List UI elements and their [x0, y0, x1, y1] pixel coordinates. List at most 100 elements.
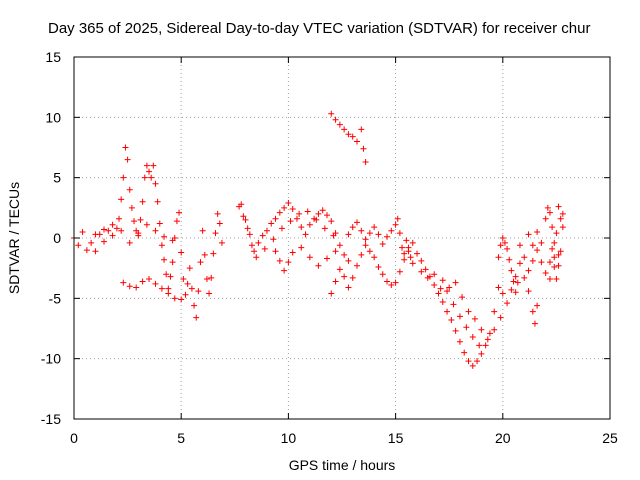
data-point — [128, 204, 135, 211]
data-point — [456, 313, 463, 320]
data-point — [529, 242, 536, 249]
data-point — [375, 231, 382, 238]
data-point — [178, 296, 185, 303]
data-point — [506, 256, 513, 263]
data-point — [298, 224, 305, 231]
data-point — [126, 283, 133, 290]
data-point — [444, 308, 451, 315]
data-point — [409, 239, 416, 246]
data-point — [195, 288, 202, 295]
data-point — [296, 210, 303, 217]
data-point — [422, 266, 429, 273]
data-point — [534, 247, 541, 254]
data-point — [349, 224, 356, 231]
data-point — [332, 116, 339, 123]
data-point — [201, 251, 208, 258]
data-point — [409, 260, 416, 267]
data-point — [525, 288, 532, 295]
data-point — [186, 265, 193, 272]
data-point — [315, 210, 322, 217]
data-point — [315, 262, 322, 269]
data-point — [199, 227, 206, 234]
data-point — [456, 338, 463, 345]
data-point — [546, 276, 553, 283]
data-point — [261, 245, 268, 252]
data-point — [345, 257, 352, 264]
data-point — [139, 198, 146, 205]
data-point — [463, 324, 470, 331]
data-point — [171, 295, 178, 302]
data-point — [268, 220, 275, 227]
data-point — [551, 239, 558, 246]
data-point — [180, 276, 187, 283]
data-point — [165, 290, 172, 297]
data-point — [392, 279, 399, 286]
data-point — [495, 254, 502, 261]
data-point — [83, 247, 90, 254]
data-point — [407, 254, 414, 261]
data-point — [553, 230, 560, 237]
data-point — [141, 174, 148, 181]
data-point — [79, 228, 86, 235]
data-point — [330, 232, 337, 239]
data-point — [298, 244, 305, 251]
data-point — [109, 232, 116, 239]
data-point — [161, 233, 168, 240]
x-tick-label: 5 — [177, 430, 185, 446]
data-point — [478, 326, 485, 333]
data-point — [210, 250, 217, 257]
data-point — [113, 225, 120, 232]
data-point — [384, 278, 391, 285]
data-point — [514, 279, 521, 286]
data-point — [88, 239, 95, 246]
data-point — [137, 216, 144, 223]
data-point — [499, 290, 506, 297]
data-point — [499, 235, 506, 241]
data-point — [304, 208, 311, 215]
data-point — [497, 242, 504, 249]
data-point — [465, 308, 472, 315]
data-point — [158, 285, 165, 292]
data-point — [371, 254, 378, 261]
data-point — [555, 262, 562, 269]
data-point — [240, 213, 247, 220]
data-point — [345, 131, 352, 138]
data-point — [469, 333, 476, 340]
data-point — [559, 224, 566, 231]
data-point — [439, 298, 446, 305]
data-point — [341, 251, 348, 258]
data-point — [525, 231, 532, 238]
data-point — [362, 242, 369, 249]
data-point — [354, 262, 361, 269]
data-point — [321, 225, 328, 232]
data-point — [358, 126, 365, 133]
data-point — [197, 259, 204, 266]
y-tick-label: 15 — [45, 49, 61, 65]
data-point — [546, 209, 553, 216]
data-point — [529, 257, 536, 264]
data-point — [278, 225, 285, 232]
data-point — [461, 349, 468, 356]
data-point — [152, 227, 159, 234]
data-point — [293, 215, 300, 222]
data-point — [176, 209, 183, 216]
data-point — [401, 250, 408, 257]
data-point — [289, 206, 296, 213]
x-tick-label: 20 — [495, 430, 511, 446]
data-point — [559, 210, 566, 217]
data-point — [150, 162, 157, 169]
data-point — [546, 259, 553, 266]
data-point — [328, 218, 335, 225]
data-point — [452, 327, 459, 334]
data-point — [212, 230, 219, 237]
data-point — [354, 138, 361, 145]
data-point — [193, 314, 200, 321]
x-tick-label: 10 — [281, 430, 297, 446]
data-point — [135, 232, 142, 239]
data-point — [388, 282, 395, 289]
data-point — [405, 248, 412, 255]
data-point — [358, 227, 365, 234]
data-point — [452, 279, 459, 286]
chart-title: Day 365 of 2025, Sidereal Day-to-day VTE… — [48, 20, 590, 37]
data-point — [336, 121, 343, 128]
